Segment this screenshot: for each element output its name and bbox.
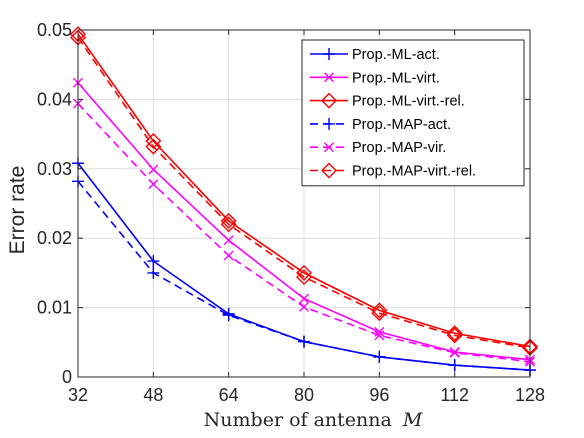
data-point-marker <box>145 138 162 155</box>
y-axis-label: Error rate <box>6 166 29 255</box>
data-point-marker <box>298 335 310 348</box>
x-axis-label-text: Number of antenna <box>204 409 392 431</box>
legend-marker <box>323 48 335 60</box>
y-tick-label: 0.02 <box>37 228 72 248</box>
series-layer <box>70 26 538 377</box>
y-tick-label: 0.04 <box>37 89 72 109</box>
data-point-marker <box>220 216 237 233</box>
legend-marker <box>321 162 337 179</box>
data-point-marker <box>446 327 463 344</box>
x-axis-label-symbol: M <box>402 409 423 431</box>
data-point-marker <box>299 301 309 312</box>
y-tick-label: 0.03 <box>37 159 72 179</box>
series-line <box>77 33 531 348</box>
data-point-marker <box>448 359 461 372</box>
legend-item: Prop.-MAP-act. <box>310 117 451 133</box>
x-axis-label: Number of antenna M <box>204 409 423 431</box>
x-tick-label: 48 <box>143 385 163 405</box>
data-point-marker <box>222 309 235 322</box>
series-line <box>77 37 531 349</box>
legend-box <box>301 39 525 187</box>
y-tick-label: 0 <box>62 367 72 387</box>
x-tick-label: 64 <box>219 385 239 405</box>
legend-item: Prop.-MAP-vir. <box>310 140 446 156</box>
series-5 <box>73 98 535 367</box>
legend: Prop.-ML-act. Prop.-ML-virt. Prop.-ML-virt… <box>301 39 525 187</box>
legend-marker <box>323 117 335 130</box>
legend-label: Prop.-ML-virt. <box>352 70 440 86</box>
data-point-marker <box>374 330 385 341</box>
y-tick-label: 0.01 <box>37 298 72 318</box>
axis-ticks: 32 48 64 80 96 112 128 0 0.01 0.02 0.03 0.04 0.05 <box>37 20 545 405</box>
legend-item: Prop.-ML-act. <box>310 47 440 63</box>
data-point-marker <box>449 347 460 358</box>
data-point-marker <box>220 212 237 229</box>
data-point-marker <box>371 302 388 319</box>
legend-marker <box>324 142 334 153</box>
data-point-marker <box>296 269 312 286</box>
data-point-marker <box>148 164 159 175</box>
x-tick-label: 96 <box>369 385 389 405</box>
legend-marker <box>321 92 337 109</box>
x-tick-label: 112 <box>440 385 469 405</box>
legend-item: Prop.-MAP-virt.-rel. <box>310 162 476 180</box>
x-tick-label: 32 <box>68 385 88 405</box>
data-point-marker <box>147 255 160 268</box>
data-point-marker <box>296 264 312 281</box>
legend-item: Prop.-ML-virt. <box>310 70 440 86</box>
legend-label: Prop.-ML-act. <box>352 47 440 63</box>
legend-marker <box>324 72 334 83</box>
y-tick-label: 0.05 <box>37 20 72 40</box>
legend-label: Prop.-MAP-act. <box>352 117 451 133</box>
data-point-marker <box>148 179 159 190</box>
data-point-marker <box>371 305 388 322</box>
legend-label: Prop.-MAP-vir. <box>352 140 446 156</box>
legend-label: Prop.-MAP-virt.-rel. <box>352 164 476 180</box>
data-point-marker <box>223 250 234 261</box>
data-point-marker <box>373 350 386 363</box>
x-tick-label: 128 <box>515 385 545 405</box>
legend-item: Prop.-ML-virt.-rel. <box>310 92 465 110</box>
x-tick-label: 80 <box>294 385 314 405</box>
data-point-marker <box>223 235 234 246</box>
legend-label: Prop.-ML-virt.-rel. <box>352 94 465 110</box>
data-point-marker <box>147 266 160 279</box>
data-point-marker <box>446 325 463 342</box>
data-point-marker <box>299 293 309 304</box>
